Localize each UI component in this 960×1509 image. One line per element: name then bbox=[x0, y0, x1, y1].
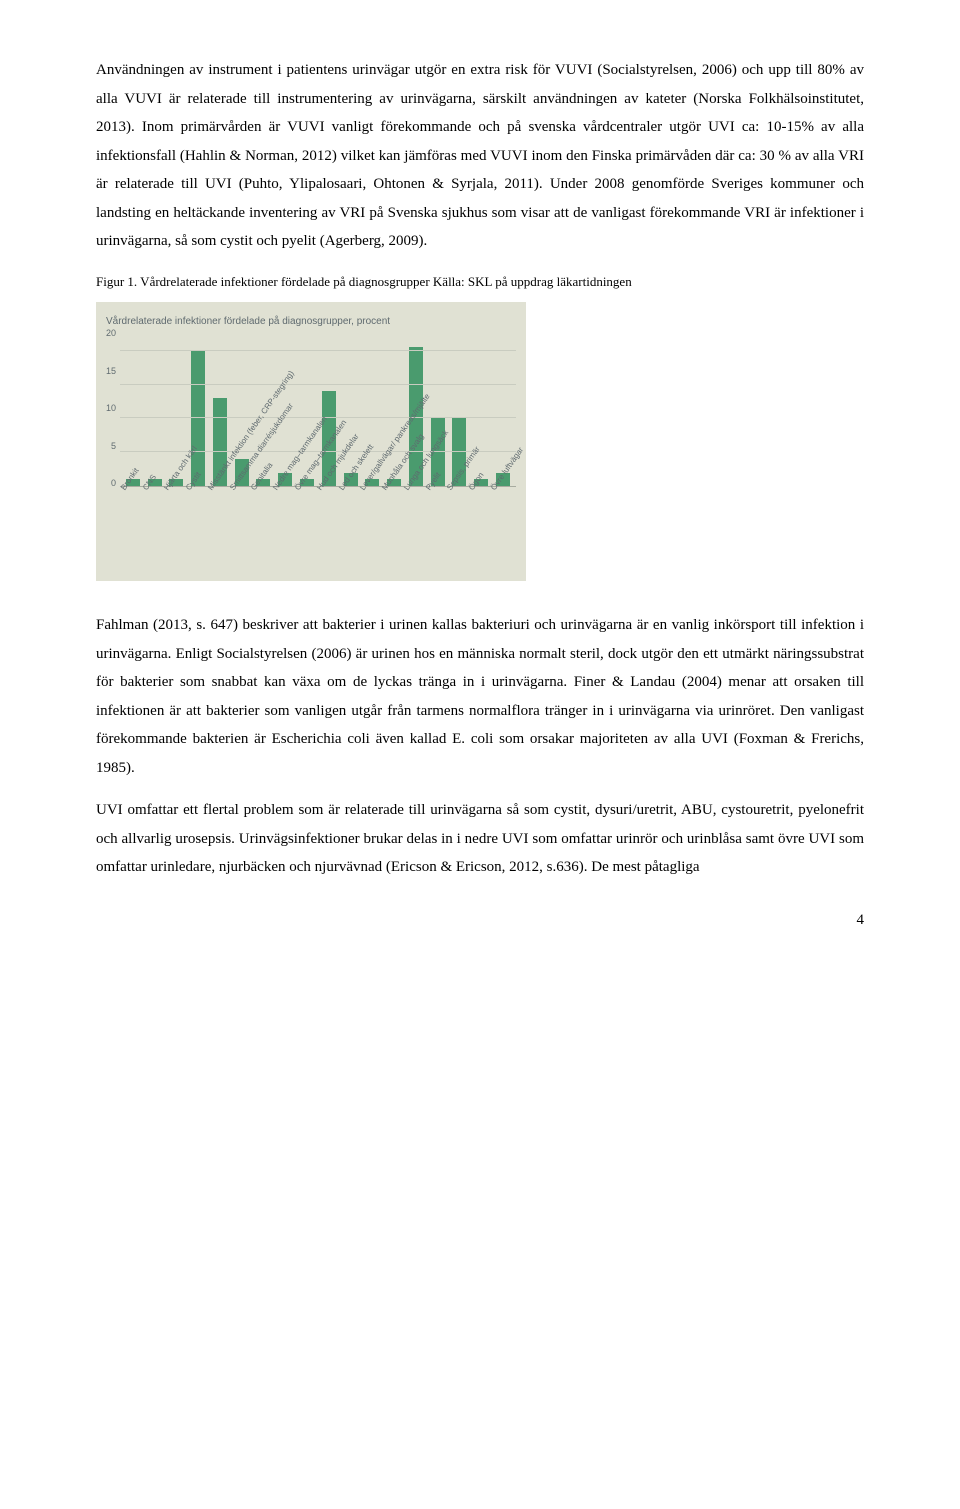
chart-y-axis: 20151050 bbox=[106, 337, 120, 487]
chart-gridline bbox=[120, 350, 516, 351]
chart-x-label: Övre mag–tarmkanalen bbox=[291, 485, 302, 493]
chart-x-label: Genitalia bbox=[247, 485, 258, 493]
chart-x-label: Smittsamma diarrésjukdomar bbox=[225, 485, 236, 493]
paragraph-3: UVI omfattar ett flertal problem som är … bbox=[96, 796, 864, 882]
chart-x-label: Hud och mjukdelar bbox=[312, 485, 323, 493]
chart-x-label: Led och skelett bbox=[334, 485, 345, 493]
chart-x-label: Munhåla och svalg bbox=[378, 485, 389, 493]
chart-title: Vårdrelaterade infektioner fördelade på … bbox=[106, 312, 516, 331]
chart-x-label: Övre luftvägar bbox=[486, 485, 497, 493]
paragraph-1: Användningen av instrument i patientens … bbox=[96, 56, 864, 256]
chart-x-label: Misstänkt infektion (feber, CRP-stegring… bbox=[203, 485, 214, 493]
chart-x-label: Ögon bbox=[465, 485, 476, 493]
bar-chart: Vårdrelaterade infektioner fördelade på … bbox=[96, 302, 526, 581]
chart-x-label: Nedre mag–tarmkanalen bbox=[269, 485, 280, 493]
chart-gridline bbox=[120, 384, 516, 385]
paragraph-2: Fahlman (2013, s. 647) beskriver att bak… bbox=[96, 611, 864, 782]
chart-x-label: Sepsis, primär bbox=[443, 485, 454, 493]
chart-x-label: Lunga och lungsäck bbox=[399, 485, 410, 493]
chart-x-label: Cystit bbox=[182, 485, 193, 493]
page-number: 4 bbox=[96, 906, 864, 935]
chart-x-label: Lever/gallvägar/ pankreas/mjälte bbox=[356, 485, 367, 493]
chart-x-label: CNS bbox=[138, 485, 149, 493]
chart-x-label: Bronkit bbox=[116, 485, 127, 493]
chart-x-axis: Bronkit CNS Hjärta och kärl Cystit Misstänkt… bbox=[106, 487, 516, 577]
chart-x-label: Hjärta och kärl bbox=[160, 485, 171, 493]
figure-caption: Figur 1. Vårdrelaterade infektioner förd… bbox=[96, 270, 864, 295]
chart-x-label: Pyelit bbox=[421, 485, 432, 493]
